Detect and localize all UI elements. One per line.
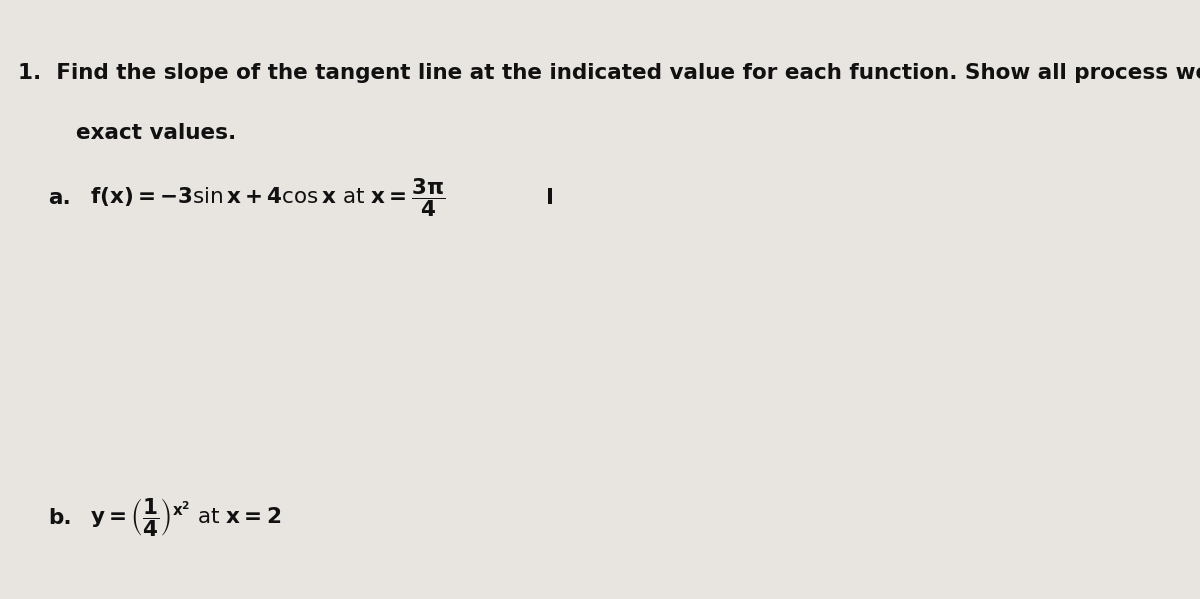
Text: $\mathbf{y = \left(\dfrac{1}{4}\right)^{x^2}\ \mathrm{at}\ x = 2}$: $\mathbf{y = \left(\dfrac{1}{4}\right)^{… bbox=[90, 497, 281, 540]
Text: exact values.: exact values. bbox=[76, 123, 236, 143]
Text: $\mathbf{f(x) = {-3}\sin x + 4\cos x}$$\mathbf{\ \mathrm{at}\ x = \dfrac{3\pi}{4: $\mathbf{f(x) = {-3}\sin x + 4\cos x}$$\… bbox=[90, 176, 445, 219]
Text: I: I bbox=[546, 187, 554, 208]
Text: 1.  Find the slope of the tangent line at the indicated value for each function.: 1. Find the slope of the tangent line at… bbox=[18, 63, 1200, 83]
Text: a.: a. bbox=[48, 187, 71, 208]
Text: b.: b. bbox=[48, 508, 72, 528]
